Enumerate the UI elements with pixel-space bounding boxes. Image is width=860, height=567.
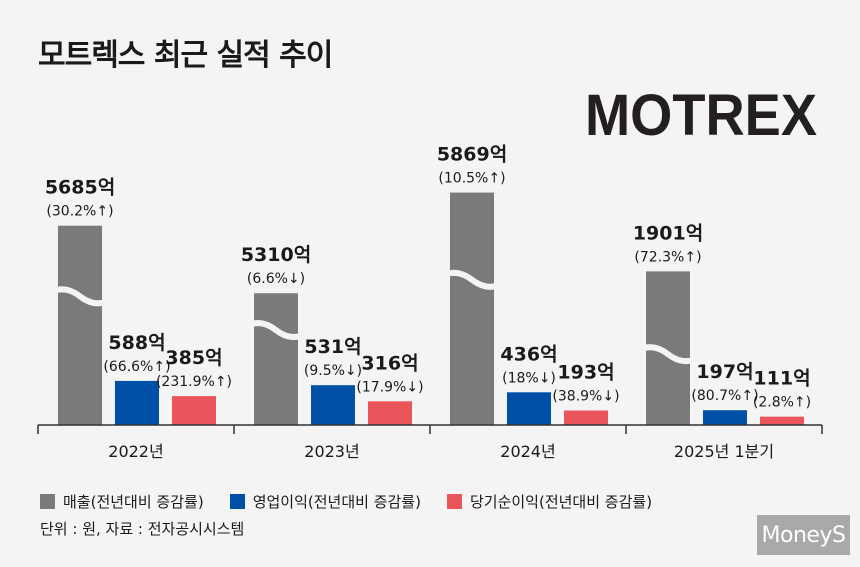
bar-net-2 bbox=[564, 410, 608, 425]
bar-net-0 bbox=[172, 396, 216, 425]
change-label-revenue-0: (30.2%↑) bbox=[46, 204, 113, 220]
bar-chart: 5685억 (30.2%↑) 588억 (66.6%↑)385억 (231.9%↑) 20… bbox=[37, 144, 823, 461]
legend-item-revenue: 매출(전년대비 증감률) bbox=[40, 491, 204, 512]
axis-break-0 bbox=[42, 286, 118, 307]
bar-operating-2 bbox=[507, 392, 551, 425]
legend-label-operating: 영업이익(전년대비 증감률) bbox=[252, 493, 421, 511]
axis-break-3 bbox=[630, 344, 706, 365]
chart-title: 모트렉스 최근 실적 추이 bbox=[38, 38, 333, 73]
logo-text: MOTREX bbox=[585, 90, 817, 140]
data-label-revenue-1: 5310억 bbox=[241, 244, 311, 266]
legend-item-net: 당기순이익(전년대비 증감률) bbox=[446, 491, 653, 512]
data-label-revenue-0: 5685억 bbox=[45, 177, 115, 199]
change-label-net-0: (231.9%↑) bbox=[156, 374, 232, 390]
data-label-operating-0: 588억 bbox=[108, 332, 165, 354]
change-label-revenue-3: (72.3%↑) bbox=[634, 249, 701, 265]
data-label-net-0: 385억 bbox=[165, 347, 222, 369]
data-label-net-1: 316억 bbox=[361, 352, 418, 374]
bar-operating-1 bbox=[311, 385, 355, 425]
change-label-operating-2: (18%↓) bbox=[502, 370, 556, 386]
bar-net-1 bbox=[368, 401, 412, 425]
x-tick-label-3: 2025년 1분기 bbox=[674, 442, 774, 461]
x-tick-label-2: 2024년 bbox=[500, 442, 555, 461]
motrex-logo: MOTREX bbox=[585, 83, 817, 148]
data-label-operating-1: 531억 bbox=[304, 336, 361, 358]
x-tick-label-0: 2022년 bbox=[108, 442, 163, 461]
bar-revenue-1 bbox=[254, 293, 298, 425]
x-tick-label-1: 2023년 bbox=[304, 442, 359, 461]
axis-break-2 bbox=[434, 269, 510, 290]
bar-revenue-0 bbox=[58, 225, 102, 425]
data-label-revenue-3: 1901억 bbox=[633, 222, 703, 244]
source-note: 단위 : 원, 자료 : 전자공시시스템 bbox=[40, 520, 245, 538]
data-label-operating-2: 436억 bbox=[500, 343, 557, 365]
change-label-revenue-2: (10.5%↑) bbox=[438, 171, 505, 187]
data-label-net-2: 193억 bbox=[557, 362, 614, 384]
change-label-revenue-1: (6.6%↓) bbox=[247, 271, 305, 287]
legend-swatch-revenue bbox=[40, 494, 55, 509]
change-label-operating-0: (66.6%↑) bbox=[103, 359, 170, 375]
bar-operating-0 bbox=[115, 380, 159, 425]
legend: 매출(전년대비 증감률) 영업이익(전년대비 증감률) 당기순이익(전년대비 증… bbox=[40, 491, 678, 512]
data-label-operating-3: 197억 bbox=[696, 361, 753, 383]
change-label-operating-1: (9.5%↓) bbox=[304, 363, 362, 379]
legend-label-net: 당기순이익(전년대비 증감률) bbox=[469, 493, 653, 511]
change-label-net-3: (2.8%↑) bbox=[753, 395, 811, 411]
moneys-watermark: MoneyS bbox=[757, 515, 850, 555]
bar-net-3 bbox=[760, 416, 804, 425]
legend-swatch-net bbox=[446, 494, 462, 509]
legend-swatch-operating bbox=[229, 494, 245, 509]
data-label-net-3: 111억 bbox=[753, 368, 810, 390]
legend-item-operating: 영업이익(전년대비 증감률) bbox=[229, 491, 421, 512]
change-label-net-1: (17.9%↓) bbox=[356, 379, 423, 395]
data-label-revenue-2: 5869억 bbox=[437, 144, 507, 166]
axis-break-1 bbox=[238, 320, 314, 341]
legend-label-revenue: 매출(전년대비 증감률) bbox=[63, 493, 204, 511]
change-label-net-2: (38.9%↓) bbox=[552, 389, 619, 405]
change-label-operating-3: (80.7%↑) bbox=[691, 388, 758, 404]
bar-operating-3 bbox=[703, 410, 747, 425]
bar-revenue-2 bbox=[450, 192, 494, 425]
